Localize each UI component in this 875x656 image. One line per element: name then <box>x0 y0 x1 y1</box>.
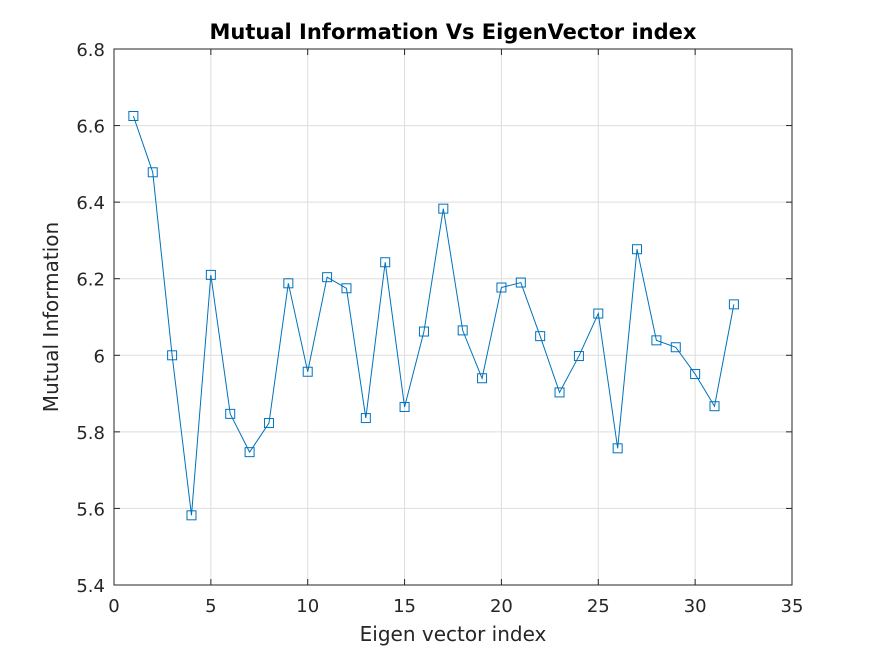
data-point-marker <box>573 351 584 362</box>
data-point-marker <box>380 257 391 268</box>
x-tick-label: 0 <box>108 596 119 617</box>
data-point-marker <box>128 111 139 121</box>
y-tick-label: 5.8 <box>76 423 105 444</box>
data-point-marker <box>205 269 216 280</box>
y-tick-label: 6.2 <box>76 270 105 291</box>
y-tick-label: 6.8 <box>76 40 105 61</box>
x-axis-label: Eigen vector index <box>360 622 547 646</box>
y-tick-label: 5.6 <box>76 499 105 520</box>
y-tick-label: 5.4 <box>76 576 105 597</box>
data-point-marker <box>302 366 313 377</box>
data-point-marker <box>225 408 236 419</box>
data-point-marker <box>477 373 488 384</box>
y-tick-label: 6.4 <box>76 193 105 214</box>
x-tick-label: 10 <box>296 596 319 617</box>
y-tick-label: 6 <box>94 346 105 367</box>
x-tick-label: 30 <box>684 596 707 617</box>
grid-lines <box>113 48 793 586</box>
series-line <box>132 115 735 516</box>
data-point-marker <box>709 401 720 412</box>
y-axis-ticks: 5.4 5.6 5.8 6 6.2 6.4 6.6 6.8 <box>76 40 792 597</box>
x-tick-label: 5 <box>205 596 216 617</box>
data-point-marker <box>515 277 526 288</box>
data-point-marker <box>322 272 333 283</box>
y-tick-label: 6.6 <box>76 117 105 138</box>
chart-title: Mutual Information Vs EigenVector index <box>210 20 697 44</box>
data-point-marker <box>263 418 274 429</box>
data-point-marker <box>438 203 449 214</box>
data-point-marker <box>670 342 681 353</box>
data-point-marker <box>167 350 178 361</box>
data-point-marker <box>496 282 507 293</box>
data-point-marker <box>554 387 565 398</box>
x-axis-ticks: 0 5 10 15 20 25 30 35 <box>108 49 803 617</box>
data-point-marker <box>244 447 255 458</box>
data-point-marker <box>360 413 371 424</box>
data-point-marker <box>612 443 623 454</box>
x-tick-label: 15 <box>393 596 416 617</box>
series-layer <box>128 111 739 521</box>
data-point-marker <box>283 278 294 289</box>
x-tick-label: 25 <box>587 596 610 617</box>
data-point-marker <box>593 308 604 319</box>
data-point-marker <box>632 244 643 255</box>
data-point-marker <box>418 326 429 337</box>
data-point-marker <box>728 299 739 310</box>
y-axis-label: Mutual Information <box>39 222 63 412</box>
data-point-marker <box>399 401 410 412</box>
data-point-marker <box>186 510 197 521</box>
data-point-marker <box>341 283 352 294</box>
data-point-marker <box>651 335 662 346</box>
data-point-marker <box>535 331 546 342</box>
x-tick-label: 35 <box>781 596 804 617</box>
plot-area-frame <box>113 48 793 586</box>
data-point-marker <box>690 369 701 380</box>
data-point-marker <box>147 167 158 178</box>
x-tick-label: 20 <box>490 596 513 617</box>
data-point-marker <box>457 325 468 336</box>
